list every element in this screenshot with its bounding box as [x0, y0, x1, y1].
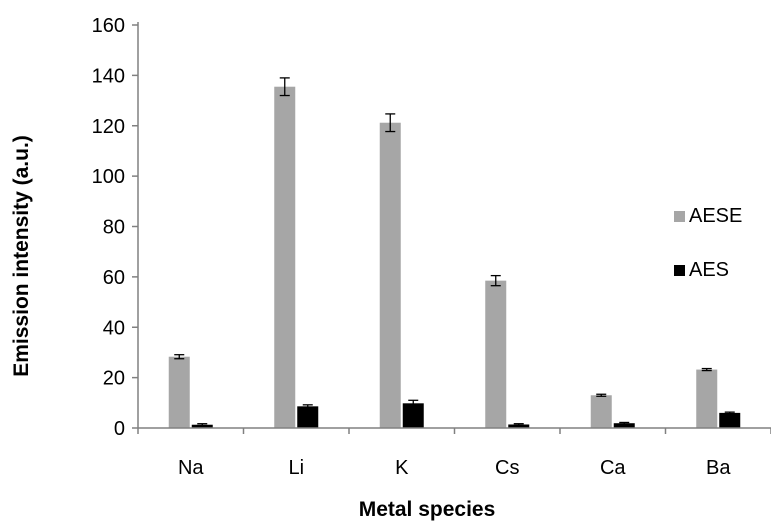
legend-label-aese: AESE [689, 205, 742, 227]
error-bar-aes-li [302, 404, 313, 409]
x-tick-label-k: K [395, 457, 409, 479]
error-bar-aese-li [279, 77, 290, 97]
error-bar-aese-k [385, 113, 396, 133]
bar-aese-k [379, 122, 401, 428]
x-tick-label-ba: Ba [706, 457, 731, 479]
bar-aese-na [168, 356, 190, 428]
x-tick-label-na: Na [178, 457, 204, 479]
bar-aes-cs [508, 424, 530, 428]
error-bar-aes-ba [724, 411, 735, 415]
bar-aese-cs [485, 280, 507, 428]
x-axis-title: Metal species [359, 498, 496, 521]
error-bar-aese-ca [596, 393, 607, 397]
bar-aes-ba [719, 412, 741, 428]
error-bars-layer [174, 77, 735, 427]
y-tick-label: 100 [92, 166, 125, 188]
legend-item-aes: AES [674, 259, 729, 281]
error-bar-aes-na [197, 423, 208, 427]
y-tick-label: 140 [92, 65, 125, 87]
error-bar-aes-cs [513, 423, 524, 426]
error-bar-aes-k [408, 399, 419, 407]
bar-aes-li [297, 406, 319, 428]
bars-layer [168, 86, 741, 428]
y-tick-label: 120 [92, 116, 125, 138]
y-tick-label: 60 [103, 267, 125, 289]
y-axis-title: Emission intensity (a.u.) [10, 135, 33, 377]
x-tick-label-li: Li [288, 457, 304, 479]
error-bar-aese-na [174, 354, 185, 360]
legend-label-aes: AES [689, 259, 729, 281]
bar-aese-ba [696, 369, 718, 428]
y-tick-label: 20 [103, 368, 125, 390]
bar-aese-ca [590, 395, 612, 428]
x-tick-label-ca: Ca [600, 457, 626, 479]
bar-aes-k [402, 403, 424, 428]
x-tick-label-cs: Cs [495, 457, 519, 479]
y-tick-label: 0 [114, 418, 125, 440]
y-tick-label: 40 [103, 317, 125, 339]
legend: AESE AES [674, 205, 742, 281]
y-tick-label: 80 [103, 217, 125, 239]
error-bar-aese-cs [490, 274, 501, 287]
error-bar-aese-ba [701, 367, 712, 372]
legend-swatch-aese [674, 211, 685, 222]
y-tick-label: 160 [92, 15, 125, 37]
bar-aes-ca [613, 423, 635, 428]
tick-labels-layer: 0 20 40 60 80 100 120 140 160 Na Li K Cs Ca Ba [92, 15, 732, 479]
error-bar-aes-ca [619, 421, 630, 425]
legend-item-aese: AESE [674, 205, 742, 227]
legend-swatch-aes [674, 265, 685, 276]
axes-layer [132, 22, 771, 434]
bar-aese-li [274, 86, 296, 428]
